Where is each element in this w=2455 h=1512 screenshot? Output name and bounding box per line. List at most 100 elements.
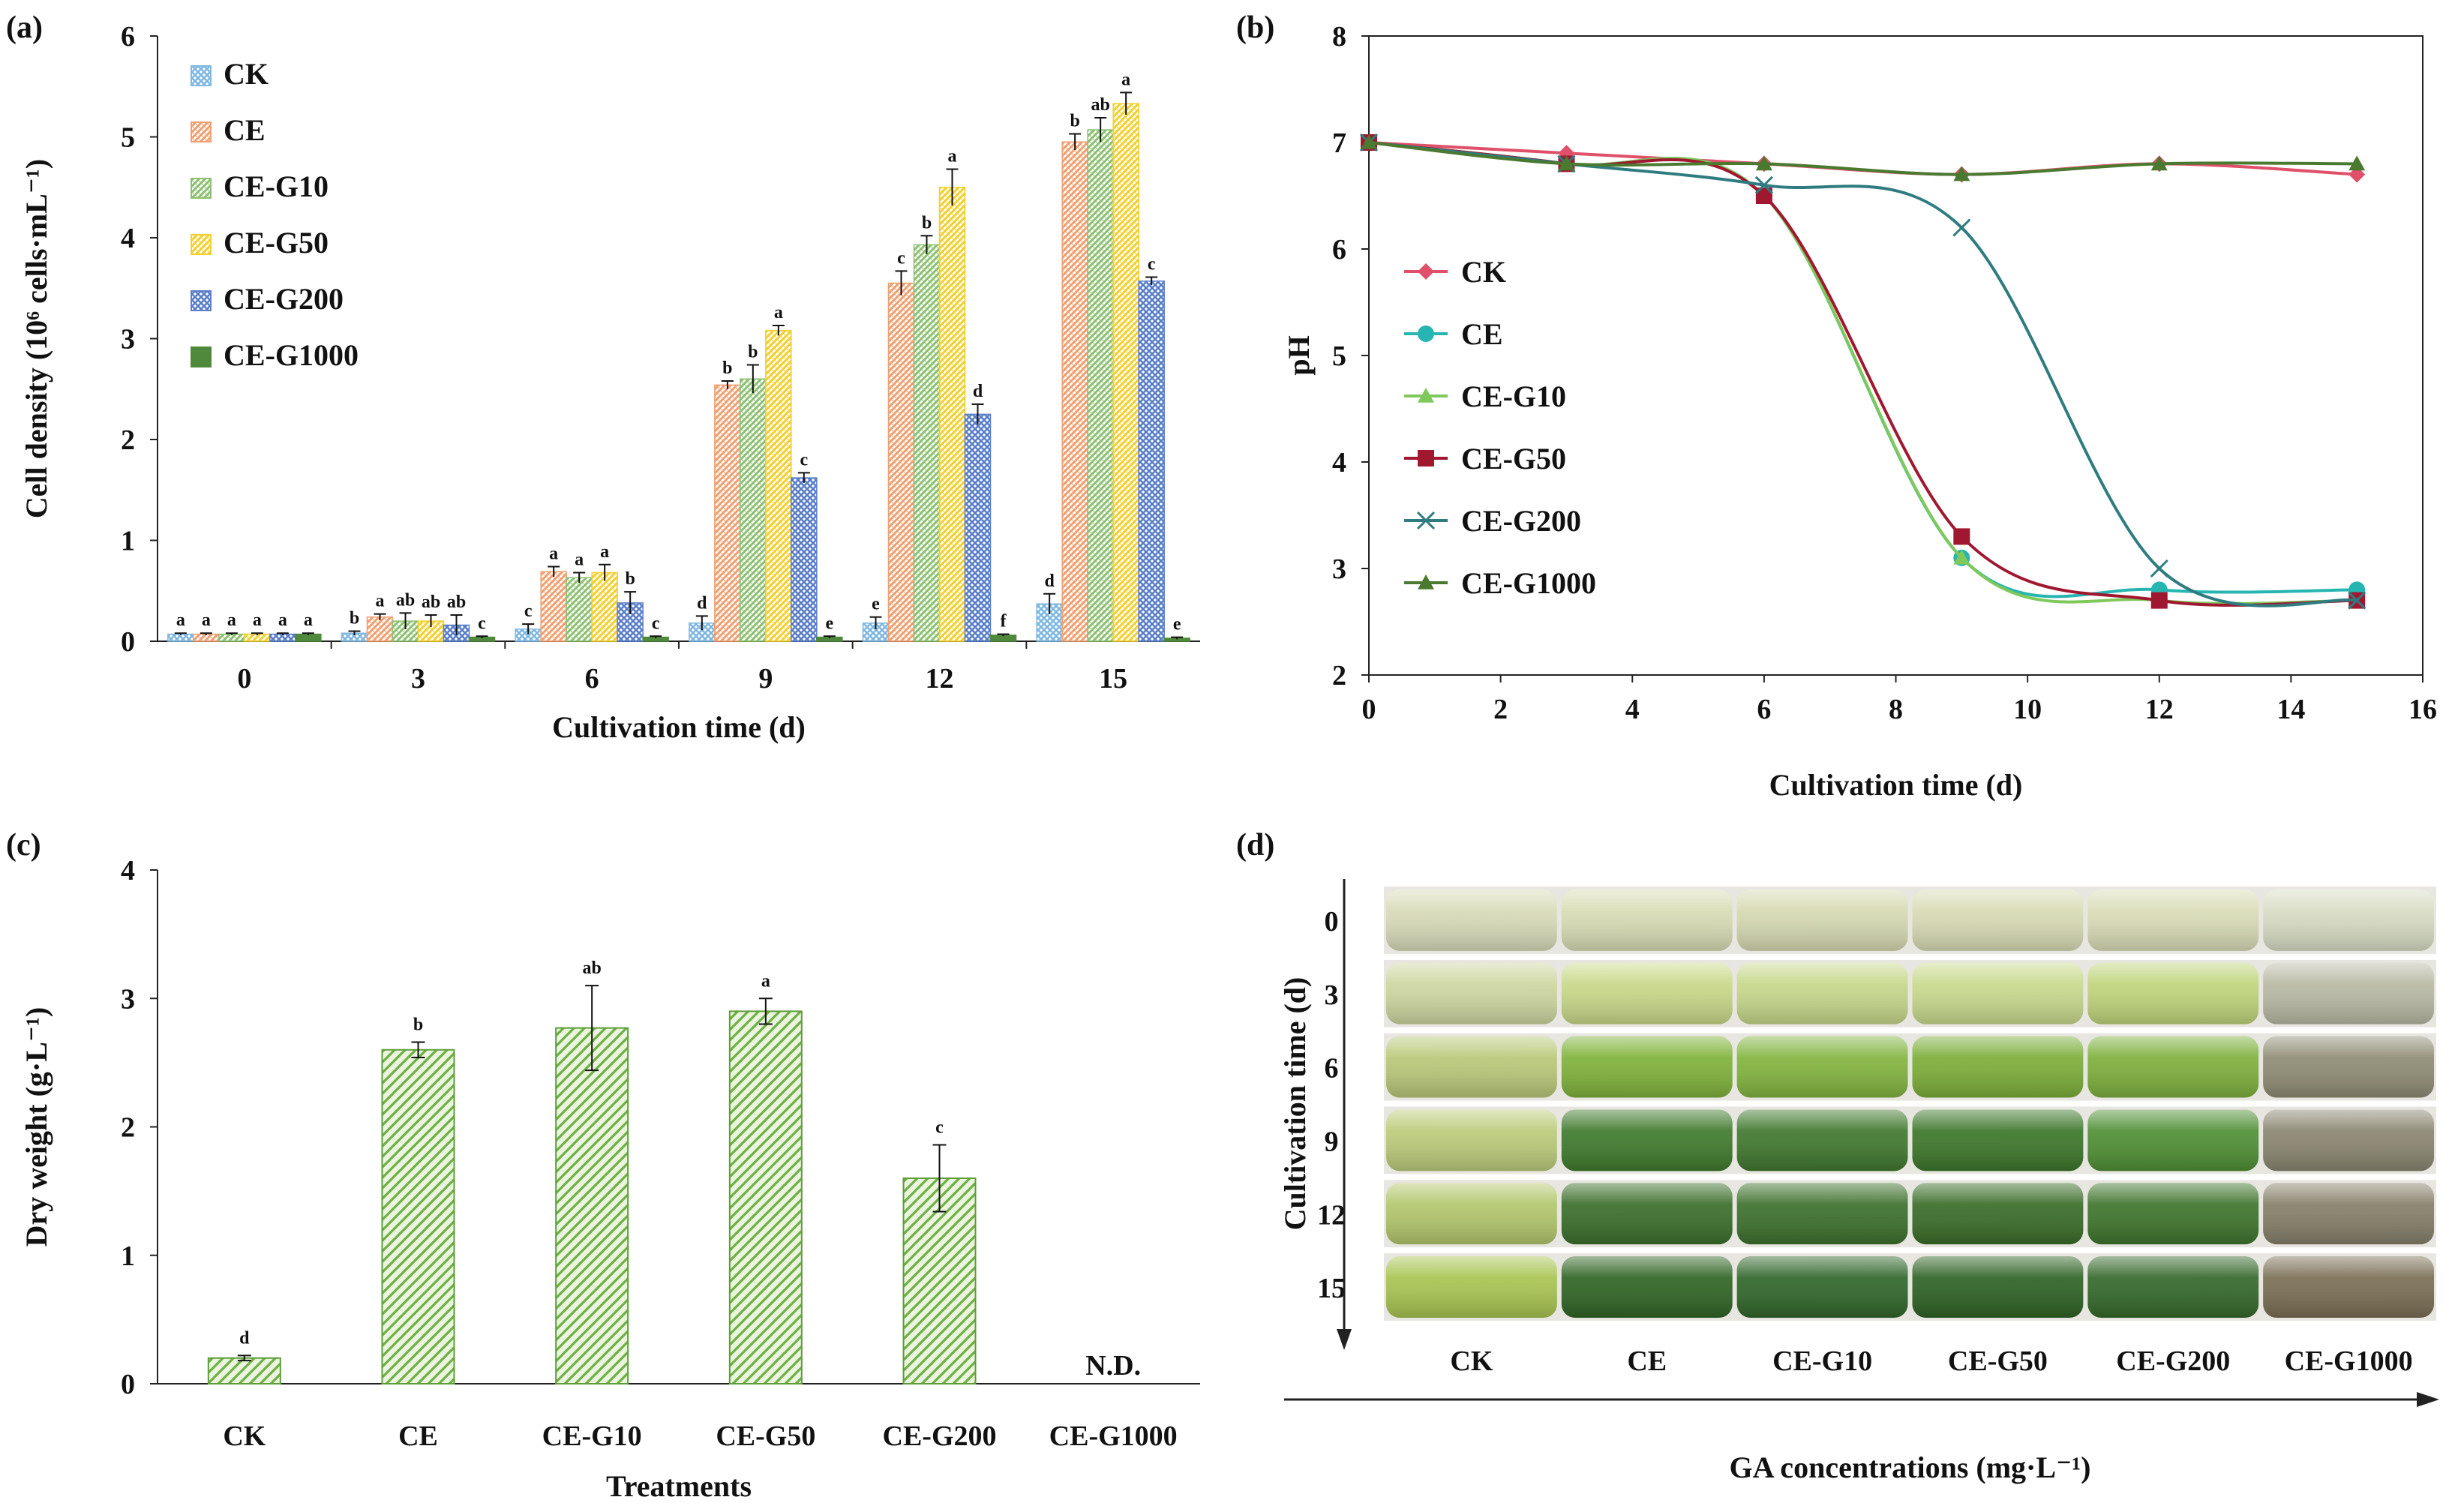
y-tick-label: 0	[121, 626, 135, 658]
bar-ce-g10	[740, 378, 767, 642]
legend-label-ck: CK	[1461, 255, 1506, 289]
significance-label: a	[600, 542, 609, 562]
legend-swatch-ce-g200	[191, 290, 212, 311]
flask-glare	[1912, 890, 2084, 951]
y-axis-title: Dry weight (g·L⁻¹)	[20, 1007, 53, 1247]
significance-label: b	[1070, 111, 1079, 130]
panel-label-a: (a)	[6, 10, 43, 45]
x-tick-label: 15	[1099, 663, 1127, 694]
flask-glare	[1561, 1183, 1733, 1245]
flask-glare	[2087, 890, 2259, 951]
x-tick-label: 0	[237, 663, 251, 694]
culture-photo-panel: (d) 0 3 6 9 12 15 CK CE CE-G10 CE-G50 CE-G200 CE-G10…	[1236, 828, 2439, 1484]
flask-glare	[1561, 890, 1733, 951]
significance-label: ab	[447, 592, 466, 612]
legend-swatch-ck	[191, 65, 212, 86]
bar-ce	[887, 282, 915, 642]
significance-label: c	[897, 248, 905, 268]
photo-row-bg	[1384, 1253, 2436, 1321]
flask-glare	[1561, 1109, 1733, 1172]
bar-ce-g1000	[295, 633, 322, 642]
significance-label: e	[826, 614, 834, 633]
significance-label: c	[652, 614, 660, 633]
bar-ce-g200	[1138, 280, 1165, 642]
time-axis-arrowhead	[1337, 1329, 1352, 1350]
x-tick-label: CK	[223, 1420, 266, 1452]
flask-glare	[1912, 1109, 2084, 1172]
bar-ce	[1061, 141, 1088, 642]
legend-label-ce-g1000: CE-G1000	[1461, 566, 1596, 600]
legend-marker-ce-g10	[1418, 388, 1434, 403]
flask-glare	[2087, 962, 2259, 1024]
significance-label: ab	[1091, 95, 1109, 115]
significance-label: ab	[422, 592, 440, 612]
bar-ck	[167, 633, 194, 642]
flask-glare	[1386, 1256, 1557, 1318]
significance-label: a	[549, 544, 558, 563]
significance-label: a	[227, 610, 236, 630]
bar-ce-g200	[902, 1178, 977, 1384]
x-tick-label: 3	[411, 663, 425, 694]
flask-glare	[2087, 1183, 2259, 1245]
point-ce-g200	[2348, 591, 2366, 610]
flask-glare	[1386, 1036, 1557, 1098]
bar-ce-g10	[913, 244, 941, 642]
significance-label: a	[774, 303, 783, 322]
significance-label: b	[748, 342, 758, 362]
flask-glare	[2087, 1036, 2259, 1098]
flask-glare	[1736, 962, 1908, 1024]
flask-glare	[2263, 1036, 2434, 1098]
point-ce-g200	[2150, 559, 2168, 578]
x-tick-label: 10	[2013, 694, 2042, 725]
flask-glare	[1386, 962, 1557, 1024]
legend-label-ck: CK	[224, 57, 269, 91]
significance-label: d	[1044, 572, 1055, 591]
significance-label: a	[948, 147, 957, 166]
flask-glare	[1386, 1109, 1557, 1172]
bar-ce	[381, 1048, 455, 1384]
legend-marker-ce-g50	[1418, 450, 1434, 466]
point-ce-g1000	[2150, 155, 2168, 171]
x-tick-label: 4	[1625, 694, 1640, 725]
significance-label: a	[176, 610, 185, 630]
x-axis-title: Cultivation time (d)	[552, 710, 806, 744]
y-tick-label: 2	[121, 1112, 135, 1144]
y-axis-title: pH	[1282, 335, 1316, 375]
significance-label: c	[524, 602, 533, 621]
significance-label: a	[253, 610, 262, 630]
row-label: 9	[1325, 1126, 1339, 1157]
significance-label: d	[239, 1328, 250, 1348]
point-ce-g50	[1755, 188, 1772, 204]
panel-label-d: (d)	[1236, 828, 1274, 862]
bar-ce-g200	[964, 413, 992, 642]
significance-label: d	[697, 593, 707, 613]
legend-label-ce-g10: CE-G10	[1461, 380, 1566, 413]
bar-ce-g50	[1112, 103, 1139, 642]
significance-label: a	[761, 971, 770, 991]
x-tick-label: CE-G1000	[1049, 1420, 1178, 1452]
flask-glare	[2263, 1109, 2434, 1172]
column-label: CE	[1627, 1346, 1667, 1377]
row-label: 3	[1325, 980, 1339, 1011]
legend-marker-ce	[1418, 326, 1434, 342]
significance-label: b	[922, 213, 932, 232]
legend-swatch-ce-g50	[191, 234, 212, 255]
bar-ce-g10	[566, 577, 593, 642]
y-tick-label: 3	[121, 324, 135, 356]
x-tick-label: 6	[1757, 694, 1771, 725]
significance-label: c	[800, 450, 809, 470]
legend-label-ce-g50: CE-G50	[1461, 442, 1566, 476]
point-ce-g1000	[1361, 134, 1377, 149]
x-tick-label: 8	[1889, 694, 1903, 725]
point-ce-g200	[1754, 176, 1773, 194]
x-tick-label: 2	[1493, 694, 1508, 725]
bar-ce-g10	[218, 633, 245, 642]
flask-glare	[2087, 1256, 2259, 1318]
flask-glare	[2263, 1256, 2434, 1318]
legend-swatch-ce-g10	[191, 178, 212, 199]
significance-label: b	[625, 569, 635, 589]
point-ce-g1000	[1755, 155, 1772, 171]
legend-marker-ck	[1418, 263, 1434, 280]
flask-glare	[1912, 962, 2084, 1024]
